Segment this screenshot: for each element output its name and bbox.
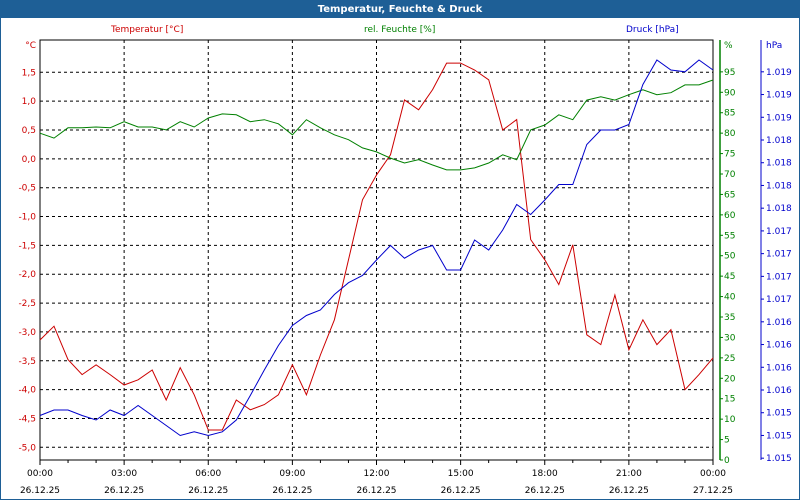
x-tick-date: 27.12.25 bbox=[693, 486, 733, 496]
pressure-unit-label: hPa bbox=[766, 41, 782, 51]
humidity-tick-label: 55 bbox=[724, 231, 735, 241]
temp-tick-label: 1,5 bbox=[22, 68, 36, 78]
temp-tick-label: -4,0 bbox=[18, 386, 36, 396]
humidity-tick-label: 65 bbox=[724, 190, 735, 200]
pressure-tick-label: 1.018 bbox=[766, 204, 792, 214]
temp-tick-label: -2,5 bbox=[18, 299, 36, 309]
temp-tick-label: -0,5 bbox=[18, 184, 36, 194]
humidity-tick-label: 35 bbox=[724, 313, 735, 323]
temp-tick-label: 0,0 bbox=[22, 155, 37, 165]
pressure-tick-label: 1.018 bbox=[766, 181, 792, 191]
humidity-tick-label: 20 bbox=[724, 374, 736, 384]
humidity-tick-label: 0 bbox=[724, 456, 730, 466]
humidity-tick-label: 50 bbox=[724, 252, 736, 262]
pressure-tick-label: 1.016 bbox=[766, 386, 792, 396]
plot-frame bbox=[39, 39, 714, 461]
pressure-tick-label: 1.019 bbox=[766, 91, 792, 101]
x-tick-time: 06:00 bbox=[195, 469, 221, 479]
pressure-tick-label: 1.016 bbox=[766, 363, 792, 373]
temp-tick-label: -1,5 bbox=[18, 241, 36, 251]
temp-tick-label: -1,0 bbox=[18, 213, 36, 223]
temp-tick-label: 0,5 bbox=[22, 126, 36, 136]
humidity-tick-label: 15 bbox=[724, 395, 735, 405]
humidity-tick-label: 25 bbox=[724, 354, 735, 364]
pressure-tick-label: 1.017 bbox=[766, 272, 792, 282]
humidity-tick-label: 5 bbox=[724, 436, 730, 446]
pressure-tick-label: 1.017 bbox=[766, 295, 792, 305]
x-tick-time: 00:00 bbox=[700, 469, 726, 479]
temp-tick-label: -5,0 bbox=[18, 443, 36, 453]
window-title: Temperatur, Feuchte & Druck bbox=[1, 1, 799, 18]
pressure-line bbox=[39, 59, 714, 437]
x-tick-date: 26.12.25 bbox=[609, 486, 649, 496]
humidity-tick-label: 60 bbox=[724, 211, 736, 221]
x-tick-time: 18:00 bbox=[532, 469, 558, 479]
pressure-tick-label: 1.016 bbox=[766, 341, 792, 351]
humidity-tick-label: 95 bbox=[724, 68, 735, 78]
pressure-tick-label: 1.017 bbox=[766, 250, 792, 260]
pressure-tick-label: 1.019 bbox=[766, 113, 792, 123]
legend-pressure: Druck [hPa] bbox=[626, 25, 679, 35]
pressure-tick-label: 1.015 bbox=[766, 431, 792, 441]
pressure-tick-label: 1.015 bbox=[766, 454, 792, 464]
humidity-tick-label: 85 bbox=[724, 109, 735, 119]
x-tick-time: 15:00 bbox=[448, 469, 474, 479]
x-tick-time: 21:00 bbox=[616, 469, 642, 479]
pressure-tick-label: 1.018 bbox=[766, 159, 792, 169]
humidity-tick-label: 80 bbox=[724, 129, 736, 139]
humidity-tick-label: 45 bbox=[724, 272, 735, 282]
legend-temperature: Temperatur [°C] bbox=[111, 25, 184, 35]
legend-humidity: rel. Feuchte [%] bbox=[364, 25, 436, 35]
x-tick-date: 26.12.25 bbox=[104, 486, 144, 496]
x-tick-date: 26.12.25 bbox=[188, 486, 228, 496]
pressure-tick-label: 1.016 bbox=[766, 318, 792, 328]
x-tick-date: 26.12.25 bbox=[525, 486, 565, 496]
pressure-tick-label: 1.018 bbox=[766, 136, 792, 146]
x-tick-date: 26.12.25 bbox=[20, 486, 60, 496]
humidity-tick-label: 90 bbox=[724, 88, 736, 98]
humidity-tick-label: 40 bbox=[724, 293, 736, 303]
temperature-line bbox=[39, 62, 714, 431]
temp-tick-label: 1,0 bbox=[22, 97, 37, 107]
temp-tick-label: -3,0 bbox=[18, 328, 36, 338]
x-tick-date: 26.12.25 bbox=[356, 486, 396, 496]
humidity-unit-label: % bbox=[724, 41, 733, 51]
humidity-line bbox=[39, 79, 714, 171]
temp-tick-label: -2,0 bbox=[18, 270, 36, 280]
pressure-tick-label: 1.019 bbox=[766, 68, 792, 78]
humidity-tick-label: 10 bbox=[724, 415, 736, 425]
x-tick-time: 03:00 bbox=[111, 469, 137, 479]
pressure-tick-label: 1.017 bbox=[766, 227, 792, 237]
x-tick-date: 26.12.25 bbox=[441, 486, 481, 496]
temp-tick-label: -3,5 bbox=[18, 357, 36, 367]
humidity-tick-label: 75 bbox=[724, 150, 735, 160]
x-tick-time: 00:00 bbox=[27, 469, 53, 479]
x-tick-date: 26.12.25 bbox=[272, 486, 312, 496]
temp-tick-label: -4,5 bbox=[18, 414, 36, 424]
pressure-tick-label: 1.015 bbox=[766, 409, 792, 419]
temp-unit-label: °C bbox=[25, 41, 36, 51]
humidity-tick-label: 30 bbox=[724, 333, 736, 343]
humidity-tick-label: 70 bbox=[724, 170, 736, 180]
x-tick-time: 12:00 bbox=[364, 469, 390, 479]
x-tick-time: 09:00 bbox=[279, 469, 305, 479]
